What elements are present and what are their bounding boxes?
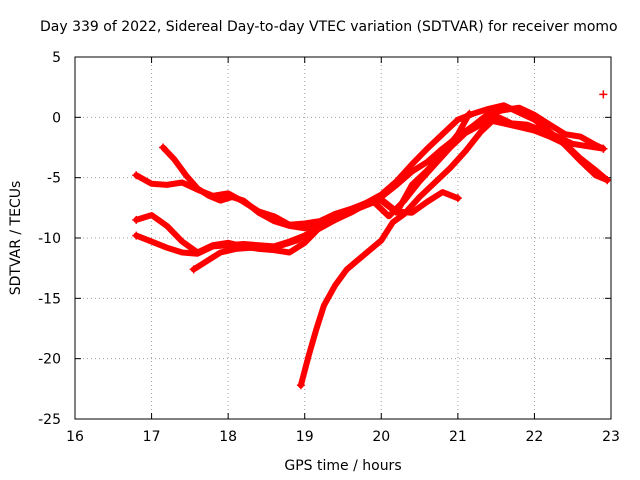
series-marker — [132, 231, 141, 240]
series-marker — [132, 171, 141, 180]
y-tick-label: 5 — [52, 50, 61, 66]
series-marker — [189, 265, 198, 274]
data-series — [132, 90, 612, 390]
x-tick-label: 17 — [143, 429, 161, 445]
x-tick-label: 16 — [66, 429, 84, 445]
plot-frame — [74, 56, 612, 420]
series-track-b — [160, 102, 611, 232]
tick-labels: 16 17 18 19 20 21 22 23 -25 -20 -15 -10 -5 0 5 — [38, 50, 620, 445]
series-marker — [159, 143, 168, 152]
outlier-marker — [599, 90, 608, 99]
x-tick-label: 22 — [526, 429, 544, 445]
series-marker — [296, 381, 305, 390]
y-tick-label: -25 — [38, 412, 61, 428]
series-track-f — [297, 118, 611, 389]
series-marker — [132, 215, 141, 224]
x-tick-label: 21 — [449, 429, 467, 445]
x-tick-label: 23 — [602, 429, 620, 445]
y-tick-label: -5 — [47, 171, 61, 187]
series-marker — [453, 194, 462, 203]
x-tick-label: 19 — [296, 429, 314, 445]
series-marker — [599, 144, 608, 153]
series-marker — [603, 176, 612, 185]
x-tick-label: 20 — [372, 429, 390, 445]
series-marker — [465, 109, 474, 118]
x-tick-label: 18 — [219, 429, 237, 445]
x-axis-label: GPS time / hours — [284, 458, 401, 474]
y-tick-label: -20 — [38, 352, 61, 368]
chart-title: Day 339 of 2022, Sidereal Day-to-day VTE… — [40, 19, 618, 35]
y-tick-label: -10 — [38, 231, 61, 247]
y-tick-label: 0 — [52, 110, 61, 126]
series-track-e — [190, 113, 607, 273]
y-tick-label: -15 — [38, 291, 61, 307]
y-axis-label: SDTVAR / TECUs — [8, 181, 24, 296]
